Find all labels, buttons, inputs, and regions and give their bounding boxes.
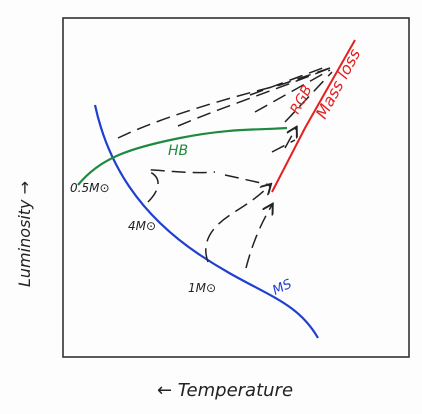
main-sequence-curve — [93, 104, 319, 339]
y-axis-label: Luminosity → — [15, 181, 34, 287]
mass-label: 4M⊙ — [128, 219, 156, 233]
ms-label: MS — [270, 277, 294, 299]
red-giant-branch-curve — [271, 39, 356, 193]
horizontal-branch-curve — [77, 126, 288, 186]
x-axis-label: ← Temperature — [157, 380, 293, 401]
hb-label: HB — [168, 143, 188, 159]
frame — [62, 17, 410, 358]
evolution-tracks — [117, 65, 333, 269]
mass-label: 0.5M⊙ — [70, 181, 110, 195]
mass-label: 1M⊙ — [188, 281, 216, 295]
mass-loss-label: Mass loss — [312, 46, 365, 122]
